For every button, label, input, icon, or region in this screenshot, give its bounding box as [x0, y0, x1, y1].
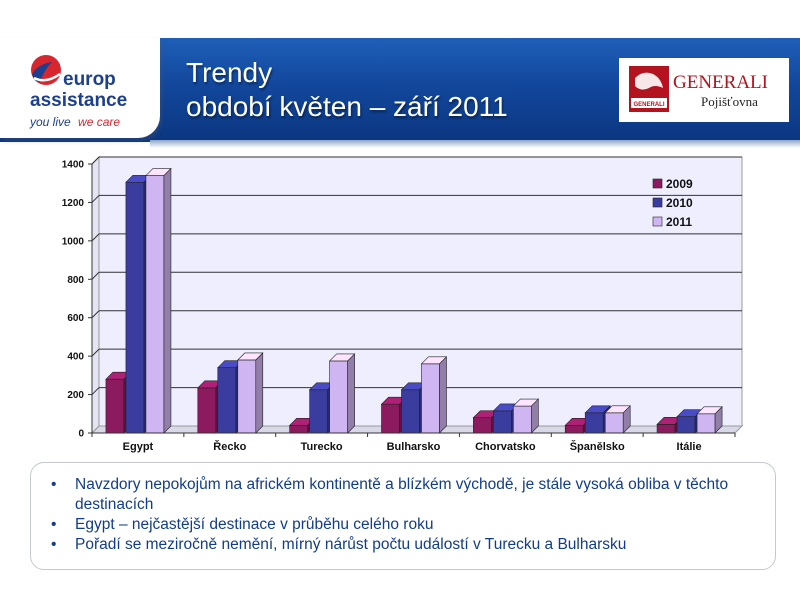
- europ-assistance-logo: europ assistance you live we care: [0, 38, 160, 138]
- legend-label: 2009: [666, 177, 693, 191]
- note-item: Egypt – nejčastější destinace v průběhu …: [51, 515, 795, 535]
- y-tick-label: 1000: [62, 236, 85, 247]
- bar-front: [309, 389, 328, 434]
- generali-logo: GENERALI GENERALI Pojišťovna: [619, 58, 789, 122]
- page-title-line1: Trendy: [186, 57, 273, 88]
- bar-side: [714, 406, 723, 434]
- bar-2011: [604, 405, 631, 434]
- europ-logo-swoosh-icon: [32, 62, 52, 82]
- bar-front: [381, 403, 400, 434]
- x-tick-label: Itálie: [677, 441, 702, 453]
- note-item: Navzdory nepokojům na africkém kontinent…: [51, 475, 795, 515]
- gridline: [91, 195, 100, 203]
- legend-label: 2010: [666, 196, 693, 210]
- svg-text:you live we care: you live we care: [29, 115, 120, 129]
- europ-logo-word2: assistance: [30, 90, 127, 111]
- bar-side: [622, 405, 631, 434]
- bar-front: [676, 416, 696, 434]
- bar-side: [163, 167, 172, 434]
- bar-front: [604, 412, 624, 434]
- notes-list: Navzdory nepokojům na africkém kontinent…: [31, 475, 795, 555]
- chart-bars: [105, 167, 723, 434]
- chart-legend: 2009 2010 2011: [652, 177, 693, 229]
- bar-front: [493, 410, 512, 434]
- bar-front: [421, 363, 440, 434]
- gridline: [91, 387, 100, 395]
- bar-front: [105, 378, 125, 434]
- bar-front: [197, 387, 217, 434]
- bar-side: [255, 352, 264, 434]
- gridline: [91, 271, 100, 280]
- gridline: [91, 156, 100, 165]
- bar-front: [696, 413, 716, 434]
- page-title: Trendy období květen – září 2011: [186, 56, 508, 124]
- generali-word: GENERALI: [673, 72, 768, 93]
- note-item: Pořadí se meziročně nemění, mírný nárůst…: [51, 535, 795, 555]
- europ-logo-word1: europ: [63, 69, 116, 90]
- bar-chart: 0 200 400 600 800 1000 1200 1400 Egypt Řecko Turec…: [62, 155, 744, 453]
- x-tick-label: Řecko: [213, 440, 246, 453]
- y-tick-label: 600: [67, 313, 84, 324]
- page-title-line2: období květen – září 2011: [186, 91, 508, 122]
- legend-swatch: [652, 178, 663, 189]
- notes-box: Navzdory nepokojům na africkém kontinent…: [30, 462, 776, 570]
- bar-front: [125, 181, 145, 434]
- bar-2011: [237, 352, 264, 434]
- europ-tag-b: we care: [78, 115, 120, 129]
- legend-swatch: [652, 216, 663, 227]
- header-shadow: [150, 140, 800, 148]
- bar-front: [513, 405, 532, 434]
- bar-side: [439, 356, 447, 434]
- x-tick-label: Bulharsko: [387, 441, 441, 453]
- bar-front: [289, 425, 308, 434]
- x-tick-label: Španělsko: [570, 440, 625, 453]
- y-tick-label: 800: [67, 275, 84, 286]
- europ-tag-a: you live: [29, 115, 71, 129]
- generali-sub: Pojišťovna: [701, 94, 758, 109]
- bar-front: [237, 359, 257, 434]
- bar-2011: [696, 406, 723, 434]
- y-tick-label: 1400: [62, 160, 85, 171]
- legend-label: 2011: [666, 215, 692, 229]
- y-tick-label: 400: [67, 352, 84, 363]
- bar-side: [531, 398, 539, 434]
- bar-front: [656, 424, 676, 434]
- bar-side: [347, 353, 355, 434]
- bar-2011: [420, 356, 448, 434]
- x-tick-label: Egypt: [123, 441, 154, 453]
- bar-front: [329, 360, 348, 434]
- bar-front: [564, 425, 584, 434]
- bar-2011: [512, 398, 540, 434]
- y-tick-label: 200: [67, 390, 84, 401]
- y-tick-label: 1200: [62, 198, 85, 209]
- bar-front: [584, 412, 604, 434]
- bar-front: [401, 389, 420, 434]
- gridline: [91, 310, 100, 319]
- bar-2011: [328, 353, 356, 434]
- x-tick-label: Turecko: [301, 441, 343, 453]
- gridline: [91, 233, 100, 242]
- bar-front: [473, 417, 492, 434]
- bar-2011: [145, 167, 172, 434]
- x-tick-label: Chorvatsko: [475, 441, 536, 453]
- generali-small-label: GENERALI: [633, 102, 664, 108]
- legend-swatch: [652, 197, 663, 208]
- bar-front: [145, 175, 165, 434]
- bar-front: [217, 367, 237, 434]
- chart-axes: 0 200 400 600 800 1000 1200 1400 Egypt Řecko Turec…: [62, 160, 736, 453]
- y-tick-label: 0: [78, 429, 84, 440]
- gridline: [91, 348, 100, 357]
- europ-logo-graphic: europ assistance you live we care: [29, 55, 127, 129]
- generali-logo-graphic: GENERALI GENERALI Pojišťovna: [629, 66, 768, 112]
